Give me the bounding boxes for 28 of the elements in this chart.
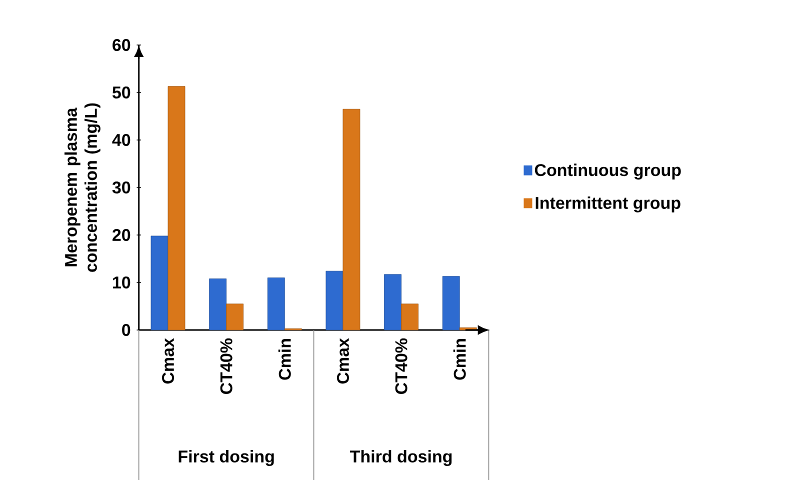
y-axis-title: Meropenem plasma concentration (mg/L) [64,103,100,272]
bar [168,86,186,330]
bar [342,108,360,330]
x-tick-label: CT40% [395,338,408,394]
bar [150,236,168,330]
bar [384,274,402,330]
legend-label: Intermittent group [536,196,680,212]
bar [209,278,227,330]
y-tick-label: 0 [122,324,130,336]
x-tick-label: Cmin [453,338,466,380]
y-tick-label: 10 [113,276,130,288]
y-tick-label: 20 [112,228,130,241]
text: Third dosing [350,450,452,466]
y-tick-label: 30 [112,181,130,194]
bar [401,303,418,330]
y-tick-label: 40 [112,134,130,146]
x-tick-label: Cmax [162,338,174,384]
bar [226,303,244,330]
bar [326,270,344,330]
legend-label: Continuous group [534,163,681,180]
x-tick-label: Cmax [336,338,349,384]
y-tick-label: 50 [112,86,130,98]
x-tick-label: CT40% [220,338,232,394]
bar [267,277,285,330]
bar [442,276,460,330]
x-tick-label: Cmin [278,338,291,380]
text: First dosing [178,450,274,466]
y-tick-label: 60 [112,38,130,51]
